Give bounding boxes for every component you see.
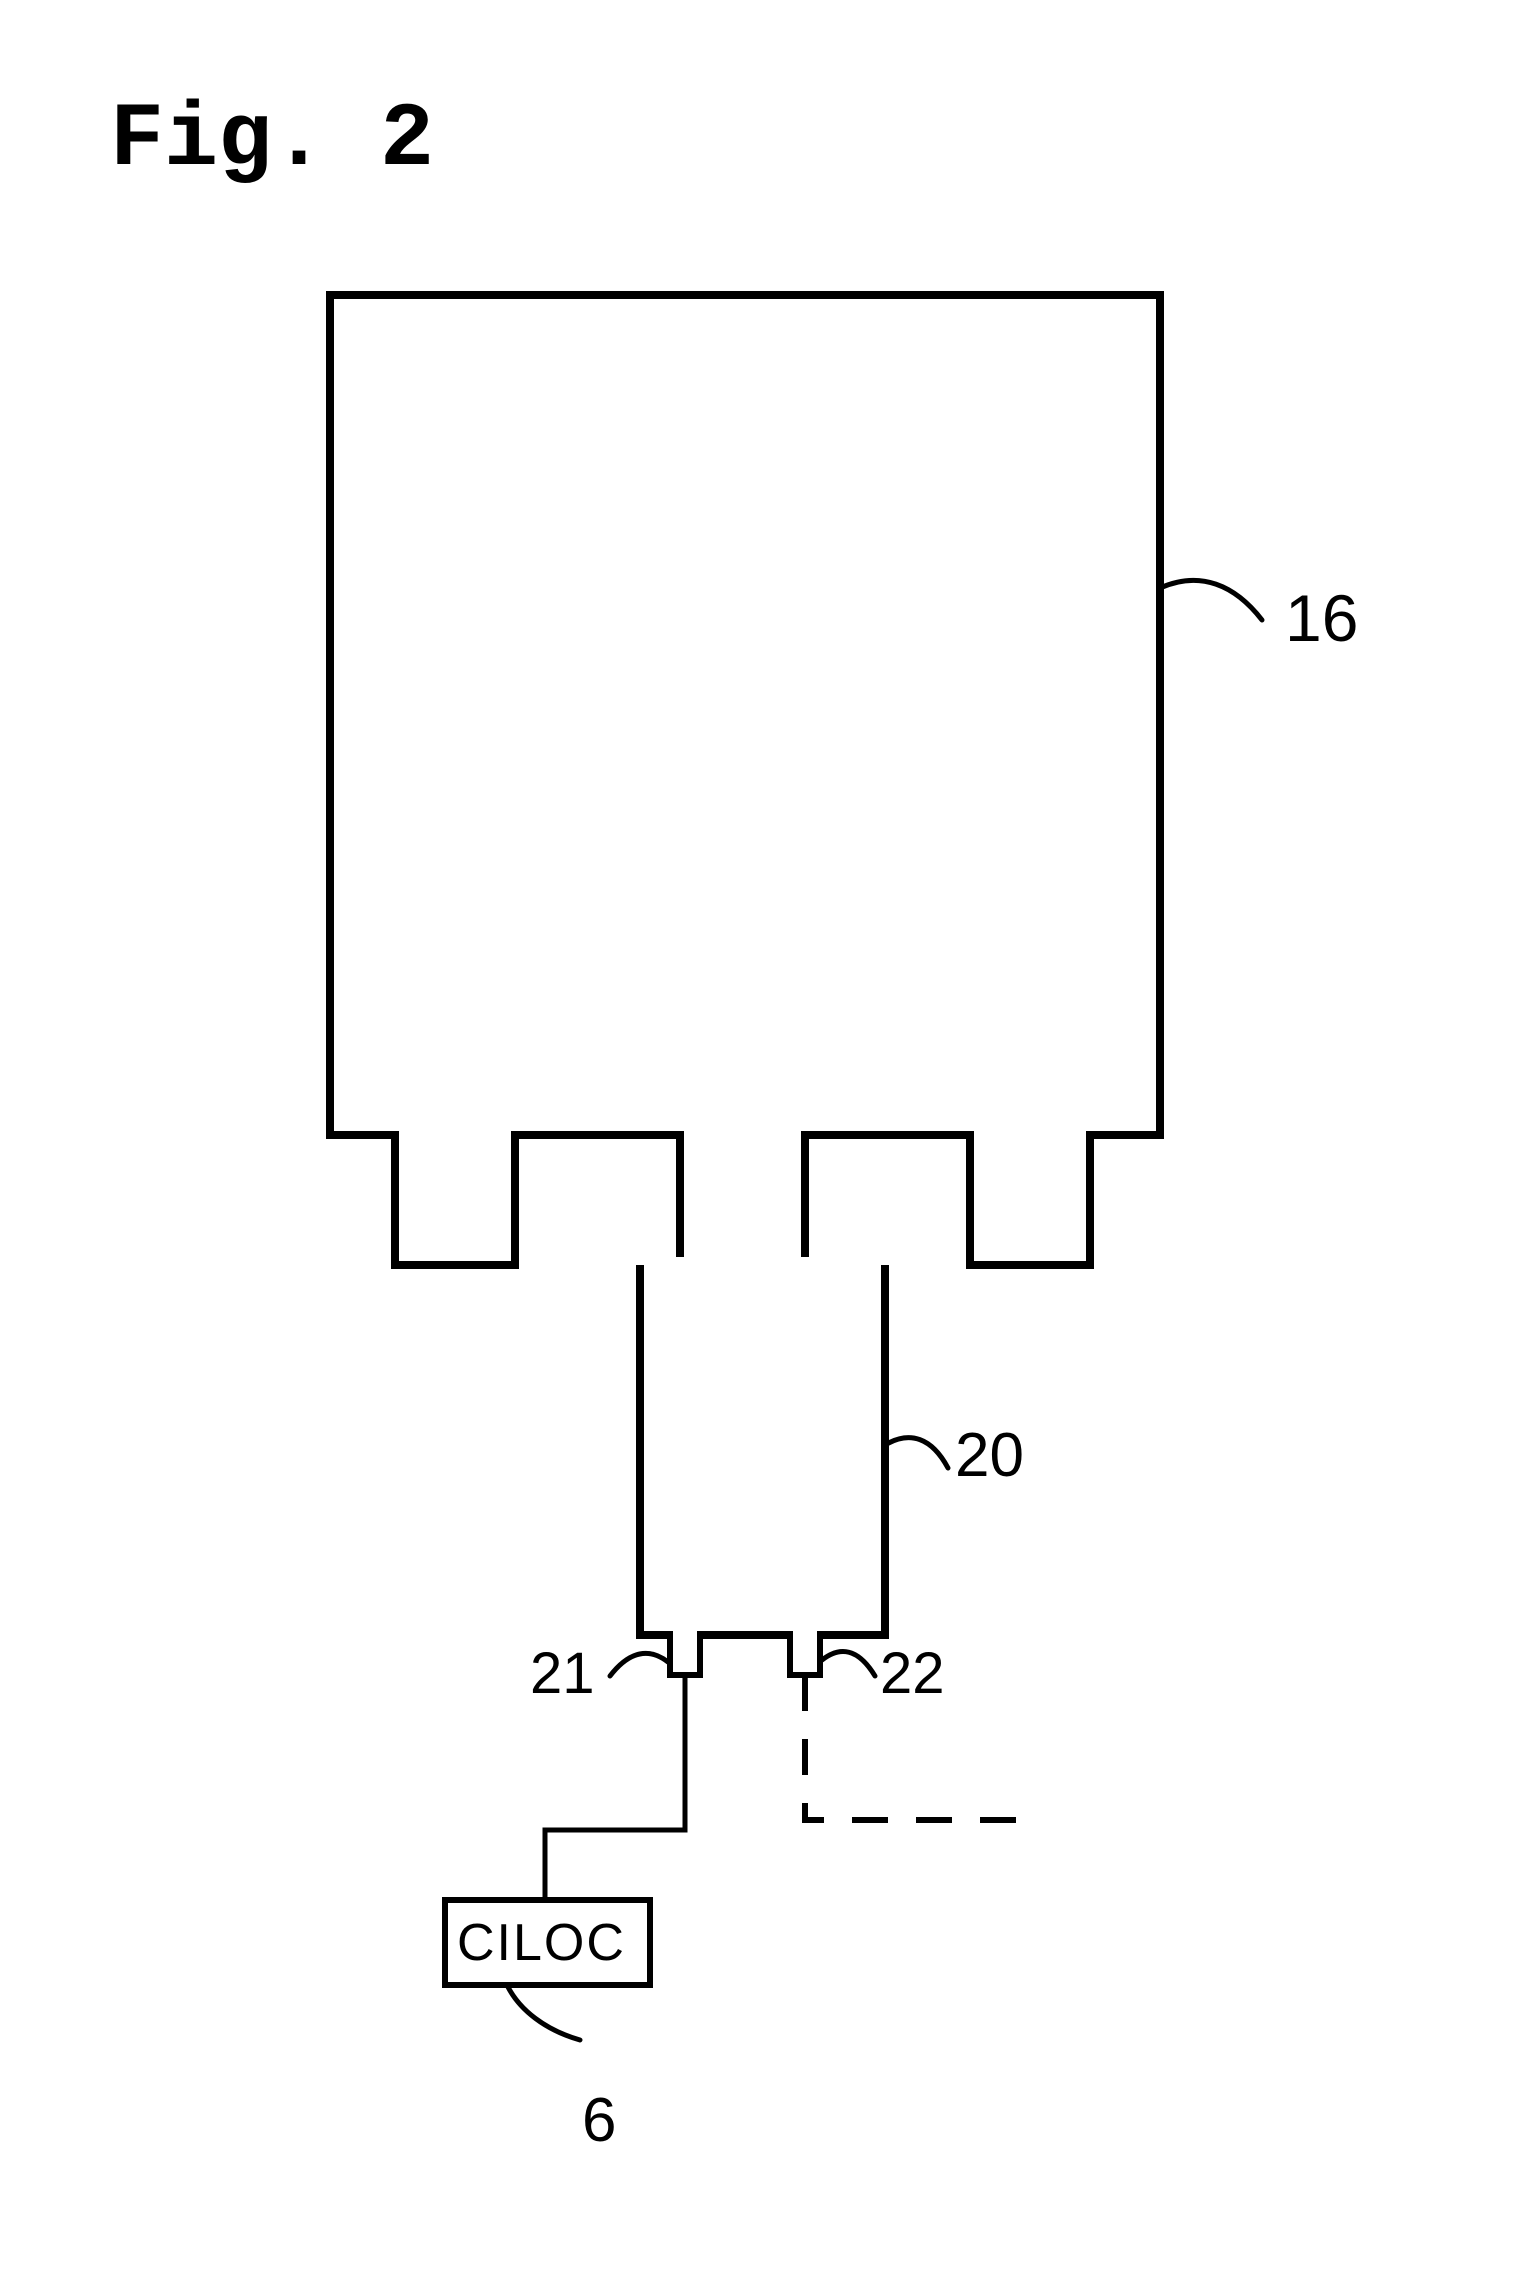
foot-2: [680, 1135, 805, 1265]
leader-16: [1160, 580, 1262, 620]
boxes-group: [330, 295, 1160, 1985]
port-22-mask: [793, 1629, 817, 1641]
wire-port21-to-ciloc: [545, 1675, 685, 1900]
ciloc-label: CILOC: [457, 1913, 626, 1973]
leader-6: [508, 1987, 580, 2040]
mid-block-mask: [644, 1257, 881, 1273]
foot-1-mask: [399, 1127, 511, 1143]
leader-22: [822, 1652, 875, 1676]
foot-2-mask: [684, 1127, 801, 1143]
callout-16: 16: [1285, 580, 1358, 656]
callout-22: 22: [880, 1640, 945, 1707]
port-21-mask: [673, 1629, 697, 1641]
main-body-box: [330, 295, 1160, 1135]
leader-20: [885, 1438, 948, 1468]
callout-21: 21: [530, 1640, 595, 1707]
diagram-canvas: [0, 0, 1537, 2270]
foot-3-mask: [974, 1127, 1086, 1143]
callout-6: 6: [582, 2085, 616, 2156]
mid-block: [640, 1265, 885, 1635]
wires-group: [545, 1675, 1035, 1900]
callout-20: 20: [955, 1420, 1024, 1491]
foot-1: [395, 1135, 515, 1265]
foot-3: [970, 1135, 1090, 1265]
leader-21: [610, 1653, 668, 1676]
